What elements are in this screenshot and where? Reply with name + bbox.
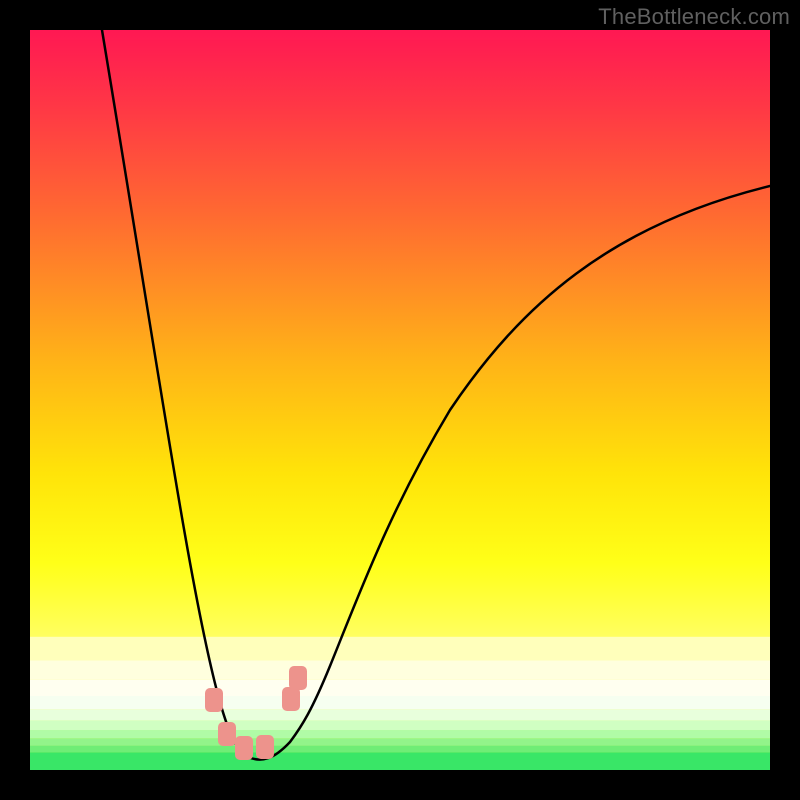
data-marker <box>218 722 236 746</box>
data-marker <box>205 688 223 712</box>
marker-group <box>205 666 307 760</box>
curve-layer <box>30 30 770 770</box>
watermark-label: TheBottleneck.com <box>598 4 790 30</box>
chart-canvas: TheBottleneck.com <box>0 0 800 800</box>
bottleneck-curve <box>102 30 770 760</box>
data-marker <box>289 666 307 690</box>
plot-area <box>30 30 770 770</box>
data-marker <box>282 687 300 711</box>
data-marker <box>235 736 253 760</box>
data-marker <box>256 735 274 759</box>
